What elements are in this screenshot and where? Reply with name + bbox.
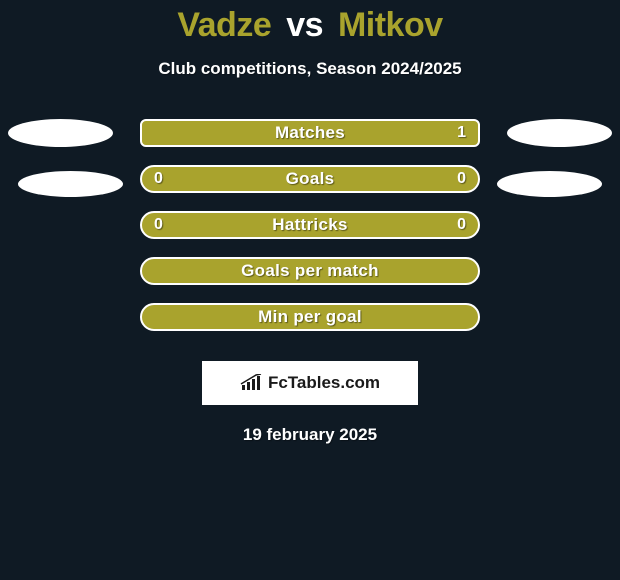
vs-separator: vs bbox=[286, 6, 323, 44]
stat-row-gpm: Goals per match bbox=[140, 257, 480, 285]
date-label: 19 february 2025 bbox=[243, 425, 377, 445]
source-name: FcTables.com bbox=[268, 373, 380, 393]
accent-ellipse bbox=[18, 171, 123, 197]
stat-right-value: 0 bbox=[457, 216, 466, 234]
subtitle: Club competitions, Season 2024/2025 bbox=[158, 59, 461, 79]
stat-label: Matches bbox=[275, 123, 345, 143]
stat-label: Goals per match bbox=[241, 261, 379, 281]
stat-row-matches: Matches 1 bbox=[140, 119, 480, 147]
stats-area: Matches 1 0 Goals 0 0 Hattricks 0 Goals … bbox=[0, 119, 620, 349]
source-badge: FcTables.com bbox=[202, 361, 418, 405]
player1-name: Vadze bbox=[177, 6, 271, 44]
accent-ellipse bbox=[8, 119, 113, 147]
stat-right-value: 1 bbox=[457, 124, 466, 142]
stat-row-mpg: Min per goal bbox=[140, 303, 480, 331]
stat-label: Hattricks bbox=[272, 215, 347, 235]
page-title: Vadze vs Mitkov bbox=[177, 6, 442, 45]
accent-ellipse bbox=[507, 119, 612, 147]
stat-row-hattricks: 0 Hattricks 0 bbox=[140, 211, 480, 239]
stat-right-value: 0 bbox=[457, 170, 466, 188]
chart-icon bbox=[240, 374, 262, 392]
stat-left-value: 0 bbox=[154, 216, 163, 234]
player2-name: Mitkov bbox=[338, 6, 443, 44]
stat-label: Min per goal bbox=[258, 307, 362, 327]
comparison-card: Vadze vs Mitkov Club competitions, Seaso… bbox=[0, 0, 620, 580]
stat-label: Goals bbox=[286, 169, 335, 189]
stat-row-goals: 0 Goals 0 bbox=[140, 165, 480, 193]
stat-left-value: 0 bbox=[154, 170, 163, 188]
accent-ellipse bbox=[497, 171, 602, 197]
